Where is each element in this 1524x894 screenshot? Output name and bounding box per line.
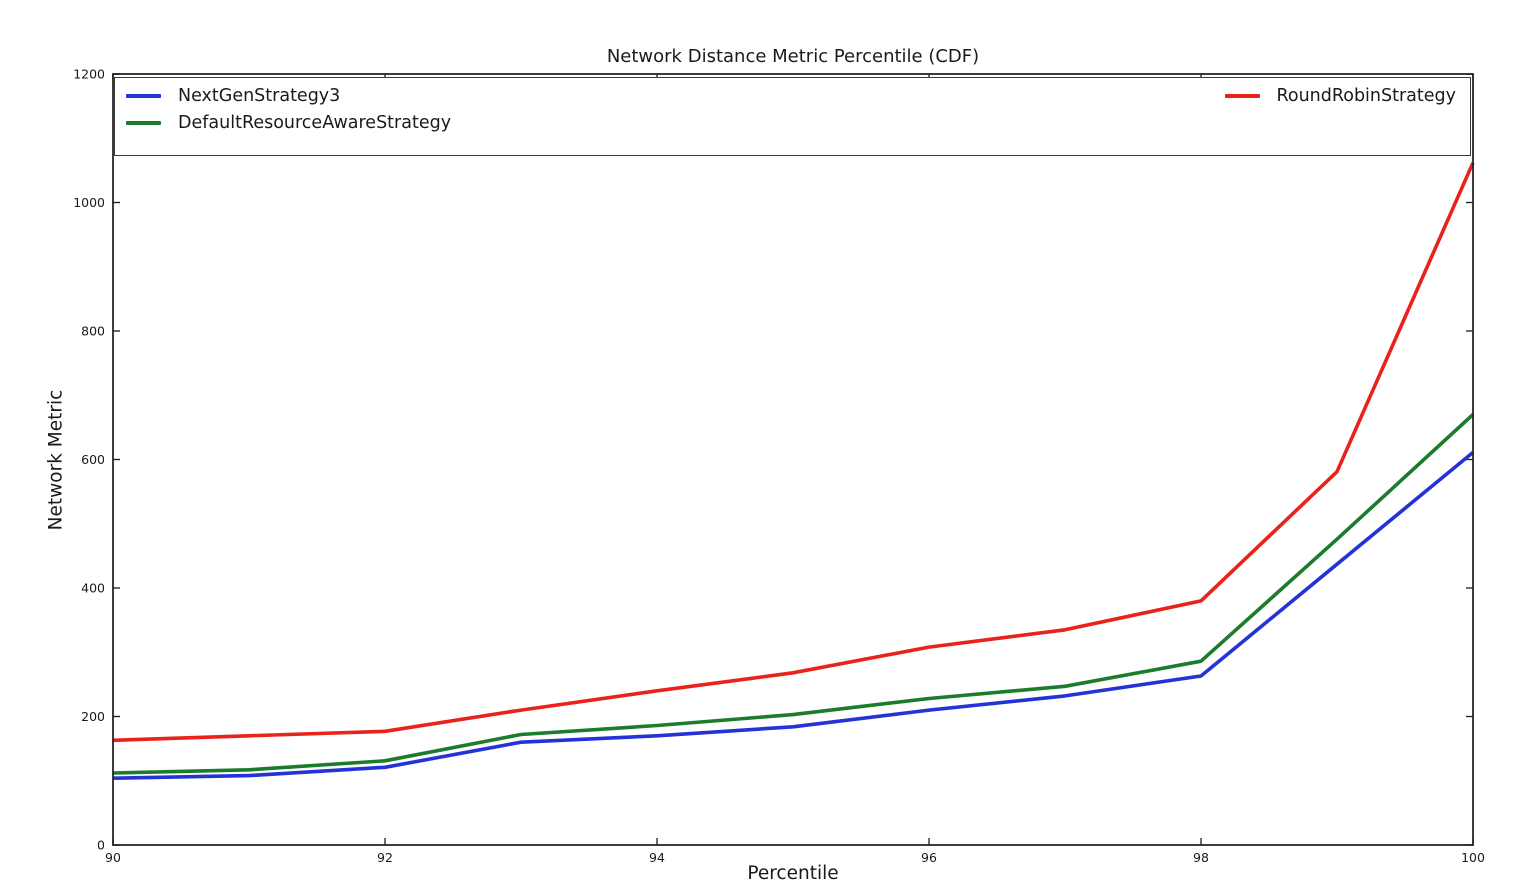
y-tick-label: 600 [81, 452, 105, 467]
line-RoundRobinStrategy [112, 161, 1475, 743]
legend-line-swatch-green [126, 120, 161, 126]
y-tick-label: 0 [97, 838, 105, 853]
legend-item-roundrobinstrategy: RoundRobinStrategy [1224, 86, 1457, 106]
legend-column-left: NextGenStrategy3 DefaultResourceAwareStr… [126, 86, 451, 133]
x-tick-labels: 90 92 94 96 98 100 [105, 850, 1485, 865]
y-tick-label: 200 [81, 709, 105, 724]
legend-item-nextgenstrategy3: NextGenStrategy3 [126, 86, 451, 106]
legend-label: RoundRobinStrategy [1276, 86, 1457, 106]
legend-item-defaultresourceawarestrategy: DefaultResourceAwareStrategy [126, 113, 451, 133]
line-DefaultResourceAwareStrategy [112, 413, 1475, 775]
x-tick-label: 92 [377, 850, 393, 865]
plot-border [112, 73, 1474, 846]
legend-line-swatch-red [1224, 93, 1260, 99]
series-lines [112, 161, 1475, 780]
legend-label: NextGenStrategy3 [178, 86, 341, 106]
legend-line-swatch-blue [126, 93, 161, 99]
y-tick-label: 400 [81, 581, 105, 596]
y-tick-labels: 0 200 400 600 800 1000 1200 [73, 67, 105, 853]
x-tick-label: 90 [105, 850, 121, 865]
legend-label: DefaultResourceAwareStrategy [178, 113, 452, 133]
x-tick-label: 94 [649, 850, 665, 865]
legend-column-right: RoundRobinStrategy [1224, 86, 1457, 106]
y-axis-label: Network Metric [45, 389, 67, 531]
line-NextGenStrategy3 [112, 451, 1475, 780]
x-tick-label: 100 [1461, 850, 1485, 865]
x-tick-label: 98 [1193, 850, 1209, 865]
y-tick-label: 800 [81, 324, 105, 339]
y-tick-label: 1200 [73, 67, 105, 82]
x-axis-label: Percentile [747, 863, 839, 884]
y-ticks [113, 73, 1473, 846]
x-tick-label: 96 [921, 850, 937, 865]
legend: NextGenStrategy3 DefaultResourceAwareStr… [114, 77, 1471, 156]
y-tick-label: 1000 [73, 195, 105, 210]
x-ticks [112, 74, 1474, 845]
chart-title: Network Distance Metric Percentile (CDF) [606, 46, 980, 67]
